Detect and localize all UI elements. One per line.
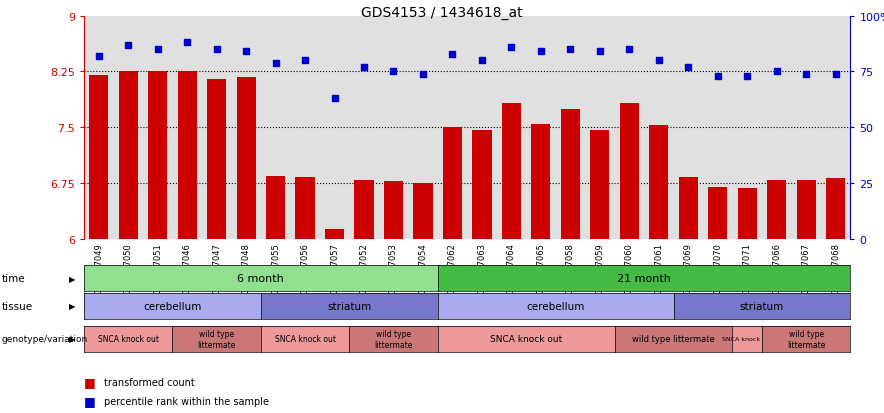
- Point: [799, 71, 813, 78]
- Text: tissue: tissue: [2, 301, 33, 311]
- Text: 21 month: 21 month: [617, 273, 671, 283]
- Text: ■: ■: [84, 394, 95, 407]
- Text: cerebellum: cerebellum: [143, 301, 202, 311]
- Text: wild type
littermate: wild type littermate: [787, 330, 826, 349]
- Bar: [149, 72, 167, 240]
- Bar: [826, 178, 845, 240]
- Text: cerebellum: cerebellum: [527, 301, 585, 311]
- Bar: [384, 182, 403, 240]
- Text: transformed count: transformed count: [104, 377, 195, 387]
- Point: [298, 58, 312, 64]
- Point: [740, 74, 754, 80]
- Bar: [414, 184, 432, 240]
- Bar: [178, 72, 197, 240]
- Text: percentile rank within the sample: percentile rank within the sample: [104, 396, 270, 406]
- Point: [563, 47, 577, 53]
- Point: [711, 74, 725, 80]
- Bar: [649, 126, 668, 240]
- Point: [593, 49, 607, 55]
- Bar: [620, 104, 639, 240]
- Text: striatum: striatum: [740, 301, 784, 311]
- Point: [269, 60, 283, 66]
- Point: [210, 47, 224, 53]
- Point: [652, 58, 666, 64]
- Point: [386, 69, 400, 76]
- Bar: [502, 104, 521, 240]
- Point: [357, 64, 371, 71]
- Bar: [679, 178, 697, 240]
- Point: [622, 47, 636, 53]
- Bar: [591, 130, 609, 240]
- Bar: [354, 180, 374, 240]
- Bar: [796, 180, 816, 240]
- Text: wild type
littermate: wild type littermate: [374, 330, 413, 349]
- Point: [150, 47, 164, 53]
- Text: SNCA knock out: SNCA knock out: [98, 335, 159, 344]
- Point: [327, 96, 341, 102]
- Bar: [207, 80, 226, 240]
- Bar: [118, 72, 138, 240]
- Text: striatum: striatum: [327, 301, 371, 311]
- Bar: [325, 230, 344, 240]
- Bar: [708, 188, 728, 240]
- Point: [121, 42, 135, 49]
- Point: [475, 58, 489, 64]
- Point: [180, 40, 194, 47]
- Point: [828, 71, 842, 78]
- Text: 6 month: 6 month: [238, 273, 285, 283]
- Point: [505, 45, 519, 51]
- Bar: [531, 124, 551, 240]
- Point: [770, 69, 784, 76]
- Bar: [472, 130, 492, 240]
- Bar: [443, 128, 462, 240]
- Bar: [89, 76, 109, 240]
- Bar: [237, 78, 255, 240]
- Bar: [767, 180, 786, 240]
- Text: ▶: ▶: [69, 301, 76, 311]
- Point: [415, 71, 430, 78]
- Bar: [266, 176, 286, 240]
- Text: wild type littermate: wild type littermate: [632, 335, 715, 344]
- Bar: [560, 109, 580, 240]
- Text: genotype/variation: genotype/variation: [2, 335, 88, 344]
- Text: ■: ■: [84, 375, 95, 389]
- Text: GDS4153 / 1434618_at: GDS4153 / 1434618_at: [362, 6, 522, 20]
- Bar: [295, 178, 315, 240]
- Point: [92, 53, 106, 60]
- Text: SNCA knock out: SNCA knock out: [275, 335, 336, 344]
- Text: SNCA knock out: SNCA knock out: [490, 335, 562, 344]
- Text: time: time: [2, 273, 26, 283]
- Point: [534, 49, 548, 55]
- Point: [239, 49, 253, 55]
- Text: ▶: ▶: [69, 335, 76, 344]
- Point: [446, 51, 460, 58]
- Point: [682, 64, 696, 71]
- Bar: [737, 189, 757, 240]
- Text: SNCA knock out: SNCA knock out: [722, 337, 773, 342]
- Text: ▶: ▶: [69, 274, 76, 283]
- Text: wild type
littermate: wild type littermate: [197, 330, 236, 349]
